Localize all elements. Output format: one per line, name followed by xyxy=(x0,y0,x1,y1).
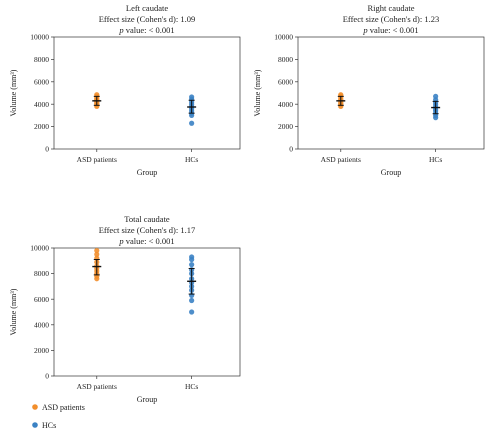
x-axis-label: Group xyxy=(137,168,157,177)
x-axis-label: Group xyxy=(381,168,401,177)
legend-marker xyxy=(32,422,38,428)
y-tick-label: 4000 xyxy=(34,100,49,109)
y-tick-label: 0 xyxy=(45,372,49,381)
x-tick-label: ASD patients xyxy=(321,155,361,164)
p-value-text: value: < 0.001 xyxy=(368,25,419,35)
y-tick-label: 2000 xyxy=(34,346,49,355)
chart-title: Left caudate xyxy=(126,3,168,13)
data-point xyxy=(189,262,195,268)
data-point xyxy=(189,120,195,126)
chart-title: Right caudate xyxy=(368,3,415,13)
p-value-label: p value: < 0.001 xyxy=(362,25,418,35)
y-tick-label: 6000 xyxy=(34,295,49,304)
y-tick-label: 4000 xyxy=(34,320,49,329)
data-point xyxy=(94,247,100,254)
y-tick-label: 2000 xyxy=(278,122,293,131)
y-tick-label: 10000 xyxy=(30,33,49,42)
y-tick-label: 8000 xyxy=(278,55,293,64)
p-value-label: p value: < 0.001 xyxy=(118,236,174,246)
plot-frame xyxy=(297,36,485,150)
y-tick-label: 0 xyxy=(45,145,49,154)
legend: ASD patients HCs xyxy=(32,403,85,430)
plot-frame xyxy=(53,247,241,377)
x-tick-label: HCs xyxy=(429,155,442,164)
y-axis-label: Volume (mm³) xyxy=(253,69,262,116)
data-point xyxy=(189,94,195,100)
x-tick-label: ASD patients xyxy=(77,155,117,164)
y-tick-label: 6000 xyxy=(278,77,293,86)
y-tick-label: 0 xyxy=(289,145,293,154)
legend-marker xyxy=(32,404,38,410)
data-point xyxy=(189,309,195,315)
data-point xyxy=(433,93,439,99)
y-axis-label: Volume (mm³) xyxy=(9,69,18,116)
legend-label: ASD patients xyxy=(42,403,85,412)
x-tick-label: HCs xyxy=(185,382,198,391)
y-tick-label: 10000 xyxy=(30,244,49,253)
legend-label: HCs xyxy=(42,421,56,430)
p-value-text: value: < 0.001 xyxy=(124,236,175,246)
p-value-text: value: < 0.001 xyxy=(124,25,175,35)
y-tick-label: 8000 xyxy=(34,55,49,64)
data-point xyxy=(189,254,195,260)
data-point xyxy=(94,251,100,257)
x-tick-label: HCs xyxy=(185,155,198,164)
x-axis-label: Group xyxy=(137,395,157,404)
chart-subtitle: Effect size (Cohen's d): 1.17 xyxy=(99,225,196,235)
y-axis-label: Volume (mm³) xyxy=(9,288,18,335)
p-italic: p xyxy=(362,25,367,35)
plot-frame xyxy=(53,36,241,150)
y-tick-label: 8000 xyxy=(34,269,49,278)
legend-item: ASD patients xyxy=(32,403,85,412)
data-point xyxy=(189,297,195,304)
chart-title: Total caudate xyxy=(124,214,170,224)
chart-subtitle: Effect size (Cohen's d): 1.09 xyxy=(99,14,196,24)
chart-subtitle: Effect size (Cohen's d): 1.23 xyxy=(343,14,440,24)
p-italic: p xyxy=(118,25,123,35)
p-value-label: p value: < 0.001 xyxy=(118,25,174,35)
y-tick-label: 6000 xyxy=(34,77,49,86)
legend-item: HCs xyxy=(32,421,56,430)
y-tick-label: 2000 xyxy=(34,122,49,131)
x-tick-label: ASD patients xyxy=(77,382,117,391)
p-italic: p xyxy=(118,236,123,246)
y-tick-label: 10000 xyxy=(274,33,293,42)
y-tick-label: 4000 xyxy=(278,100,293,109)
